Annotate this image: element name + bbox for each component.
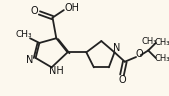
Text: N: N [26,55,34,65]
Text: CH₃: CH₃ [141,37,157,46]
Text: O: O [118,74,126,85]
Text: CH₃: CH₃ [155,54,169,63]
Text: O: O [135,49,143,59]
Text: NH: NH [49,66,64,76]
Text: O: O [31,6,39,16]
Text: N: N [113,43,120,53]
Text: OH: OH [65,3,80,13]
Text: CH₃: CH₃ [155,38,169,46]
Text: CH₃: CH₃ [15,30,32,39]
